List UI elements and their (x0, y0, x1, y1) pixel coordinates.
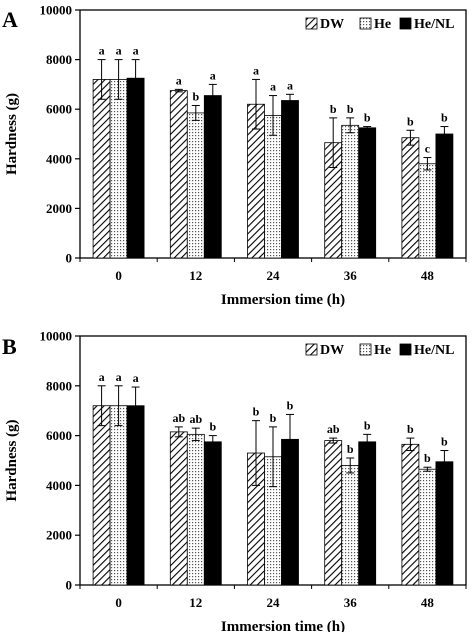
significance-label: b (407, 422, 414, 436)
bar-dw (92, 405, 111, 586)
x-tick-label: 12 (189, 595, 202, 610)
bar-he-nl (203, 441, 222, 586)
legend-label: He/NL (414, 17, 454, 32)
legend-swatch-dw (305, 343, 318, 356)
legend-swatch-he (359, 17, 372, 30)
x-tick-label: 0 (115, 268, 122, 283)
significance-label: ab (189, 412, 202, 426)
x-axis-label: Immersion time (h) (221, 292, 345, 308)
x-tick-label: 36 (344, 595, 358, 610)
significance-label: c (425, 142, 431, 156)
significance-label: b (287, 398, 294, 412)
bar-he-nl (126, 405, 145, 586)
y-tick-label: 10000 (40, 329, 73, 344)
bar-dw (401, 443, 420, 586)
bar-he (109, 79, 128, 259)
y-tick-label: 8000 (46, 378, 72, 393)
x-tick-label: 36 (344, 268, 358, 283)
bar-he (418, 163, 437, 259)
legend-label: He/NL (414, 343, 454, 358)
legend-swatch-he-nl (399, 343, 412, 356)
bar-dw (324, 440, 343, 586)
y-tick-label: 6000 (46, 428, 72, 443)
significance-label: b (253, 405, 260, 419)
bar-he-nl (281, 100, 299, 259)
bar-he-nl (435, 461, 454, 586)
significance-label: b (441, 111, 448, 125)
significance-label: a (99, 370, 105, 384)
x-tick-label: 24 (267, 268, 281, 283)
significance-label: b (347, 442, 354, 456)
x-tick-label: 48 (421, 595, 435, 610)
y-tick-label: 4000 (46, 151, 72, 166)
y-tick-label: 2000 (46, 201, 72, 216)
bar-he-nl (358, 127, 377, 259)
significance-label: a (133, 371, 139, 385)
legend-label: DW (320, 343, 344, 358)
panel-label: A (2, 7, 18, 32)
legend-swatch-dw (305, 17, 318, 30)
significance-label: b (209, 420, 216, 434)
significance-label: b (347, 102, 354, 116)
y-tick-label: 0 (66, 251, 73, 266)
significance-label: b (424, 451, 431, 465)
bar-dw (92, 79, 111, 259)
bar-dw (169, 431, 188, 586)
significance-label: a (287, 78, 293, 92)
y-axis-label: Hardness (g) (4, 419, 20, 501)
bar-he-nl (435, 133, 454, 259)
bar-he (341, 465, 360, 586)
significance-label: b (330, 102, 337, 116)
y-tick-label: 10000 (40, 3, 73, 18)
significance-label: ab (172, 411, 185, 425)
legend-label: He (374, 17, 391, 32)
x-tick-label: 48 (421, 268, 435, 283)
y-tick-label: 8000 (46, 52, 72, 67)
significance-label: b (441, 435, 448, 449)
significance-label: b (364, 418, 371, 432)
x-tick-label: 24 (267, 595, 281, 610)
legend-label: He (374, 343, 391, 358)
legend-swatch-he-nl (399, 17, 412, 30)
significance-label: a (270, 80, 276, 94)
significance-label: a (99, 44, 105, 58)
significance-label: a (210, 68, 216, 82)
x-tick-label: 0 (115, 595, 122, 610)
bar-he (264, 115, 282, 259)
bar-he-nl (126, 77, 145, 259)
bar-he-nl (358, 441, 377, 586)
bar-dw (401, 137, 420, 259)
bar-he-nl (203, 95, 222, 259)
significance-label: ab (327, 422, 340, 436)
x-tick-label: 12 (189, 268, 202, 283)
significance-label: a (116, 370, 122, 384)
bar-he (418, 468, 437, 586)
significance-label: b (192, 89, 199, 103)
bar-he (341, 124, 360, 259)
significance-label: a (176, 73, 182, 87)
bar-he (109, 405, 128, 586)
y-tick-label: 6000 (46, 102, 72, 117)
legend-swatch-he (359, 343, 372, 356)
significance-label: b (364, 111, 371, 125)
significance-label: a (253, 63, 259, 77)
legend-label: DW (320, 17, 344, 32)
bar-he (186, 433, 205, 586)
significance-label: b (270, 411, 277, 425)
panel-label: B (2, 334, 17, 359)
significance-label: a (133, 44, 139, 58)
bar-dw (169, 90, 188, 259)
y-tick-label: 2000 (46, 528, 72, 543)
y-tick-label: 4000 (46, 478, 72, 493)
bar-he (186, 112, 205, 259)
y-axis-label: Hardness (g) (4, 93, 20, 175)
significance-label: b (407, 114, 414, 128)
x-axis-label: Immersion time (h) (221, 619, 345, 632)
significance-label: a (116, 44, 122, 58)
y-tick-label: 0 (66, 578, 73, 593)
